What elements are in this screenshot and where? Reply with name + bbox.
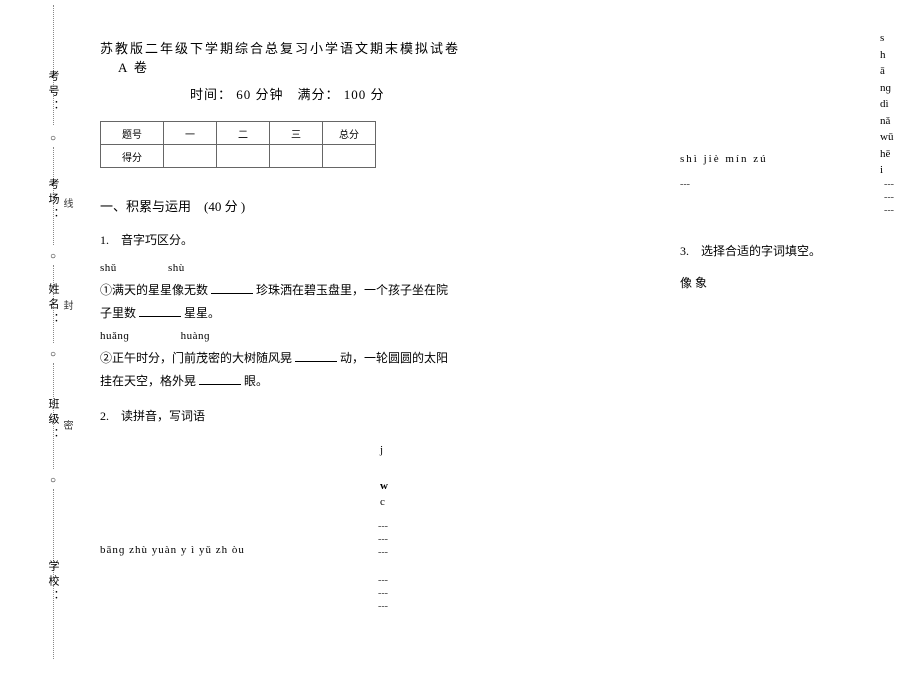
fill-blank[interactable] xyxy=(211,282,253,294)
binding-inner-xian: 线 xyxy=(59,198,74,208)
pinyin: huànɡ xyxy=(181,330,210,342)
pinyin-row: huǎnɡ huànɡ xyxy=(100,326,480,347)
exam-title-suffix: A 卷 xyxy=(118,60,149,75)
tick-marks: --- xyxy=(378,574,388,587)
tick-marks: --- xyxy=(680,178,690,191)
score-table: 题号 一 二 三 总分 得分 xyxy=(100,121,376,168)
score-cell xyxy=(323,145,376,168)
sentence-part: 挂在天空，格外晃 xyxy=(100,374,196,388)
binding-inner-mi: 密 xyxy=(59,420,74,430)
score-header: 题号 xyxy=(101,122,164,145)
question-number: 2. 读拼音，写词语 xyxy=(100,407,480,424)
sentence-part: 动，一轮圆圆的太阳 xyxy=(340,351,448,365)
pinyin-letter: dì xyxy=(880,96,894,113)
binding-circle: ○ xyxy=(50,251,56,262)
pinyin-stub: c xyxy=(380,496,385,508)
sentence-part: 珍珠洒在碧玉盘里，一个孩子坐在院 xyxy=(256,283,448,297)
binding-circle: ○ xyxy=(50,133,56,144)
score-header: 三 xyxy=(270,122,323,145)
tick-marks: --- xyxy=(378,546,388,559)
pinyin-line: shì jiè mín zú xyxy=(680,153,768,165)
binding-label-exam-id: 考号： xyxy=(45,70,61,115)
question-number: 3. 选择合适的字词填空。 xyxy=(680,242,821,259)
tick-marks: --- xyxy=(378,600,388,613)
pinyin-stub: w xyxy=(380,480,388,492)
pinyin: shù xyxy=(168,262,185,274)
table-row: 题号 一 二 三 总分 xyxy=(101,122,376,145)
pinyin-letter: ā xyxy=(880,63,894,80)
pinyin-letter: wū xyxy=(880,129,894,146)
exam-title: 苏教版二年级下学期综合总复习小学语文期末模拟试卷 A 卷 xyxy=(100,38,480,76)
question-body: shǔ shù ①满天的星星像无数 珍珠洒在碧玉盘里，一个孩子坐在院 子里数 星… xyxy=(100,258,480,393)
sentence-part: 眼。 xyxy=(244,374,268,388)
sentence-part: 星星。 xyxy=(184,306,220,320)
table-row: 得分 xyxy=(101,145,376,168)
pinyin-row: shǔ shù xyxy=(100,258,480,279)
fill-blank[interactable] xyxy=(139,305,181,317)
tick-marks: --- xyxy=(378,587,388,600)
pinyin-letter: nɡ xyxy=(880,80,894,97)
score-header: 一 xyxy=(164,122,217,145)
exam-subtitle: 时间： 60 分钟 满分： 100 分 xyxy=(190,84,480,103)
sentence-part: 子里数 xyxy=(100,306,136,320)
binding-circle: ○ xyxy=(50,349,56,360)
left-column: 苏教版二年级下学期综合总复习小学语文期末模拟试卷 A 卷 时间： 60 分钟 满… xyxy=(100,38,480,614)
binding-margin: 考号： ○ 考场： 线 ○ 姓名： 封 ○ 班级： 密 ○ 学校： xyxy=(28,0,78,681)
score-cell xyxy=(217,145,270,168)
binding-circle: ○ xyxy=(50,475,56,486)
tick-marks: --- xyxy=(884,178,894,191)
pinyin-letter: hē xyxy=(880,146,894,163)
vertical-pinyin: s h ā nɡ dì nǎ wū hē i xyxy=(880,30,894,179)
question-options: 像 象 xyxy=(680,274,707,291)
binding-label-school: 学校： xyxy=(45,560,61,605)
section-heading: 一、积累与运用 (40 分 ) xyxy=(100,196,480,215)
exam-title-main: 苏教版二年级下学期综合总复习小学语文期末模拟试卷 xyxy=(100,41,460,56)
pinyin-write-area: j w c bānɡ zhù yuàn y ì yǔ zh òu --- ---… xyxy=(100,434,480,614)
score-cell xyxy=(270,145,323,168)
pinyin-letter: h xyxy=(880,47,894,64)
score-header: 二 xyxy=(217,122,270,145)
tick-marks: --- xyxy=(378,533,388,546)
fill-blank[interactable] xyxy=(295,351,337,363)
binding-inner-feng: 封 xyxy=(59,300,74,310)
pinyin: shǔ xyxy=(100,262,117,274)
pinyin: huǎnɡ xyxy=(100,330,129,342)
tick-marks: --- xyxy=(378,520,388,533)
tick-marks: --- xyxy=(884,191,894,204)
score-row-label: 得分 xyxy=(101,145,164,168)
fill-blank[interactable] xyxy=(199,373,241,385)
tick-marks: --- xyxy=(884,204,894,217)
question-number: 1. 音字巧区分。 xyxy=(100,231,480,248)
pinyin-stub: j xyxy=(380,444,383,456)
pinyin-letter: nǎ xyxy=(880,113,894,130)
pinyin-letter: s xyxy=(880,30,894,47)
pinyin-letter: i xyxy=(880,162,894,179)
pinyin-line: bānɡ zhù yuàn y ì yǔ zh òu xyxy=(100,544,245,556)
sentence-part: ①满天的星星像无数 xyxy=(100,283,208,297)
sentence-part: ②正午时分，门前茂密的大树随风晃 xyxy=(100,351,292,365)
score-cell xyxy=(164,145,217,168)
score-header: 总分 xyxy=(323,122,376,145)
